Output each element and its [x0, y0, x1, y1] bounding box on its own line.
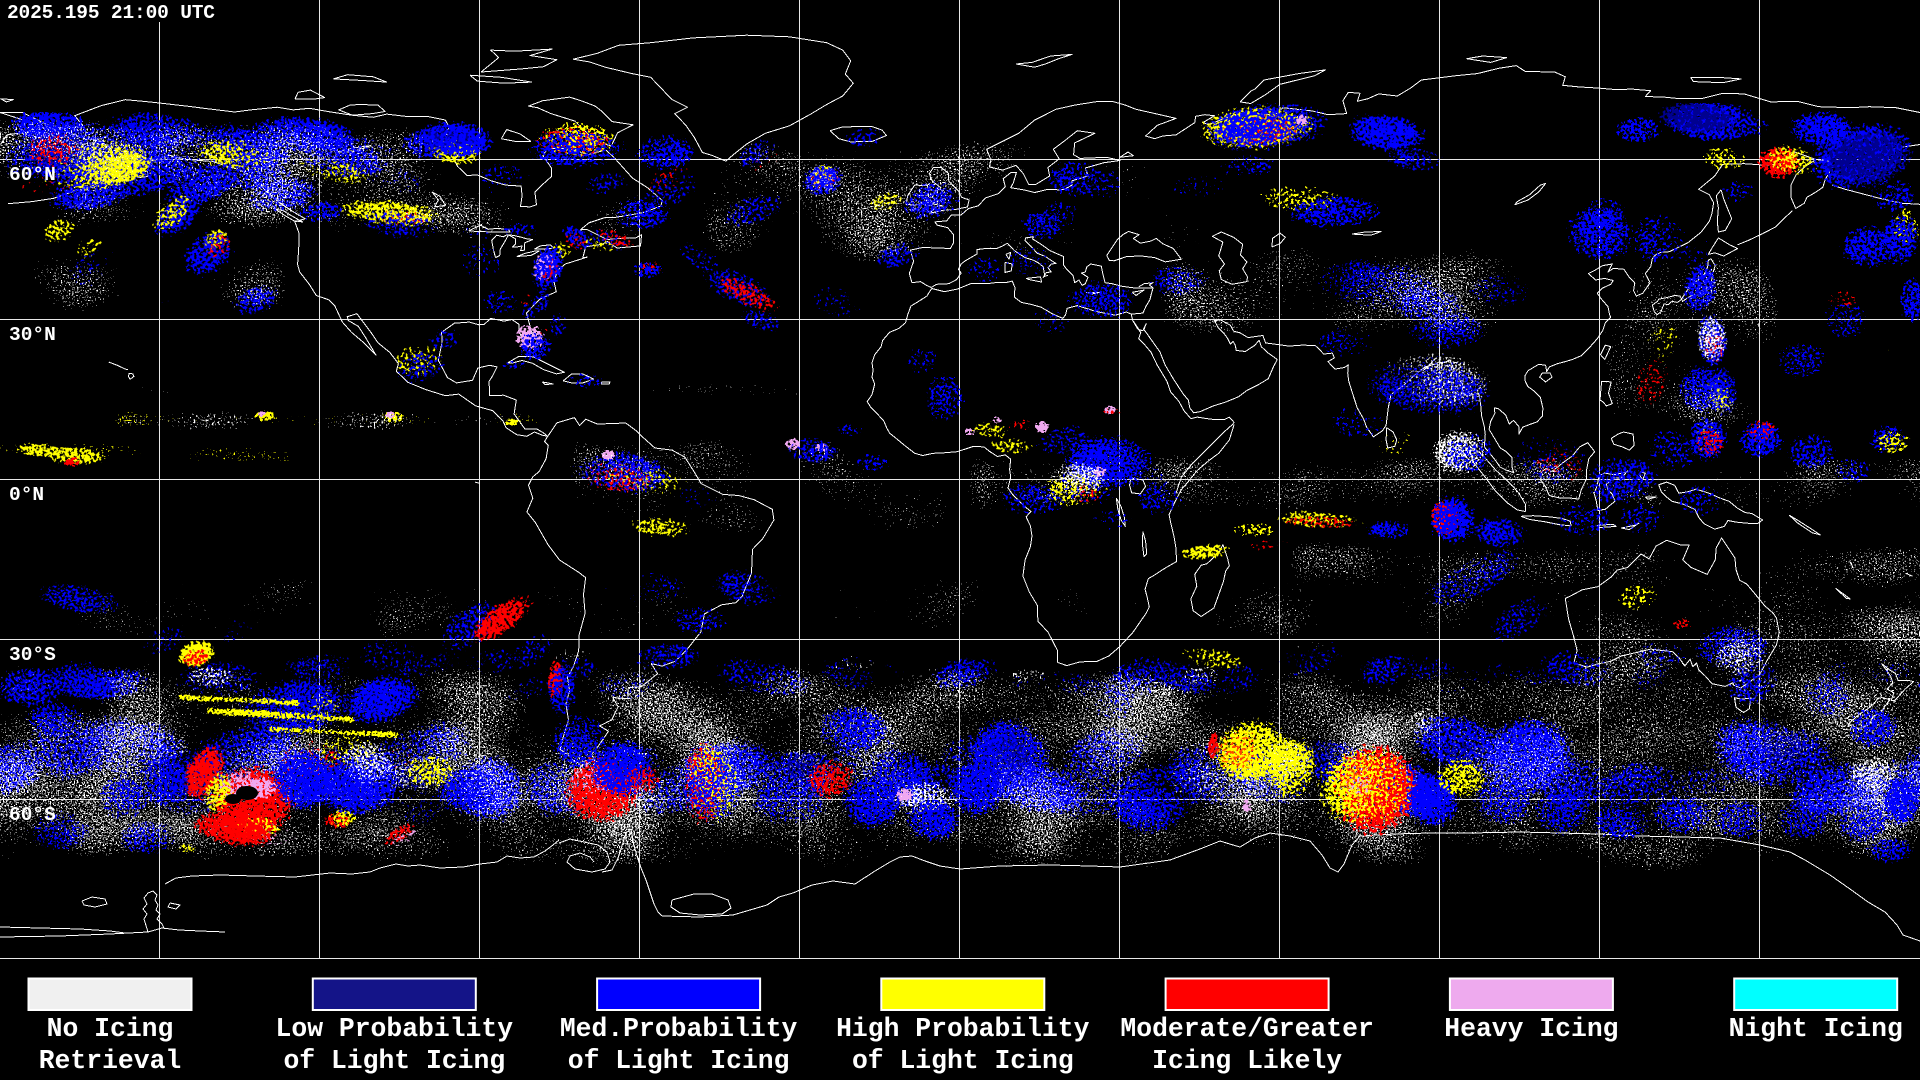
- svg-text:30°S: 30°S: [9, 644, 56, 666]
- svg-text:Heavy Icing: Heavy Icing: [1444, 1014, 1618, 1044]
- svg-text:Med.Probability: Med.Probability: [560, 1014, 798, 1044]
- svg-text:Night Icing: Night Icing: [1729, 1014, 1903, 1044]
- svg-text:of Light Icing: of Light Icing: [568, 1046, 790, 1076]
- svg-text:30°N: 30°N: [9, 324, 56, 346]
- svg-text:2025.195 21:00 UTC: 2025.195 21:00 UTC: [7, 2, 215, 24]
- svg-text:No Icing: No Icing: [47, 1014, 174, 1044]
- svg-text:60°S: 60°S: [9, 804, 56, 826]
- svg-text:Retrieval: Retrieval: [39, 1046, 182, 1076]
- svg-text:High Probability: High Probability: [836, 1014, 1090, 1044]
- svg-text:60°N: 60°N: [9, 164, 56, 186]
- svg-text:Low Probability: Low Probability: [276, 1014, 514, 1044]
- svg-text:Moderate/Greater: Moderate/Greater: [1120, 1014, 1373, 1044]
- svg-text:Icing Likely: Icing Likely: [1152, 1046, 1342, 1076]
- svg-text:of Light Icing: of Light Icing: [283, 1046, 505, 1076]
- svg-text:0°N: 0°N: [9, 484, 44, 506]
- svg-text:of Light Icing: of Light Icing: [852, 1046, 1074, 1076]
